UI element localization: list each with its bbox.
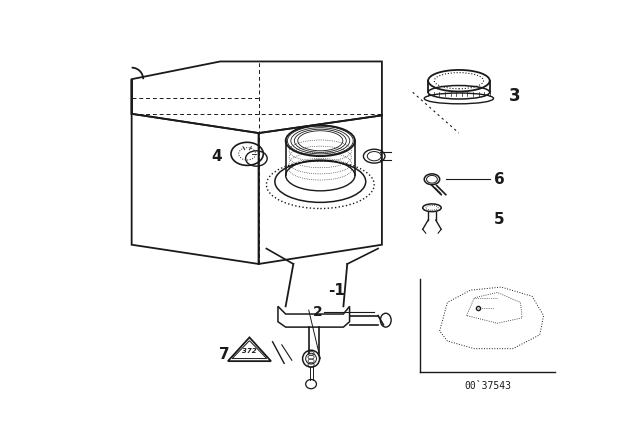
Text: 7: 7	[219, 347, 229, 362]
Text: 372: 372	[242, 348, 257, 354]
Text: -1: -1	[328, 284, 345, 298]
Text: 5: 5	[493, 212, 504, 227]
Text: 3: 3	[509, 87, 520, 105]
Text: 6: 6	[493, 172, 504, 187]
Text: 2: 2	[312, 305, 323, 319]
Text: 4: 4	[211, 149, 221, 164]
Text: 00`37543: 00`37543	[464, 381, 511, 391]
